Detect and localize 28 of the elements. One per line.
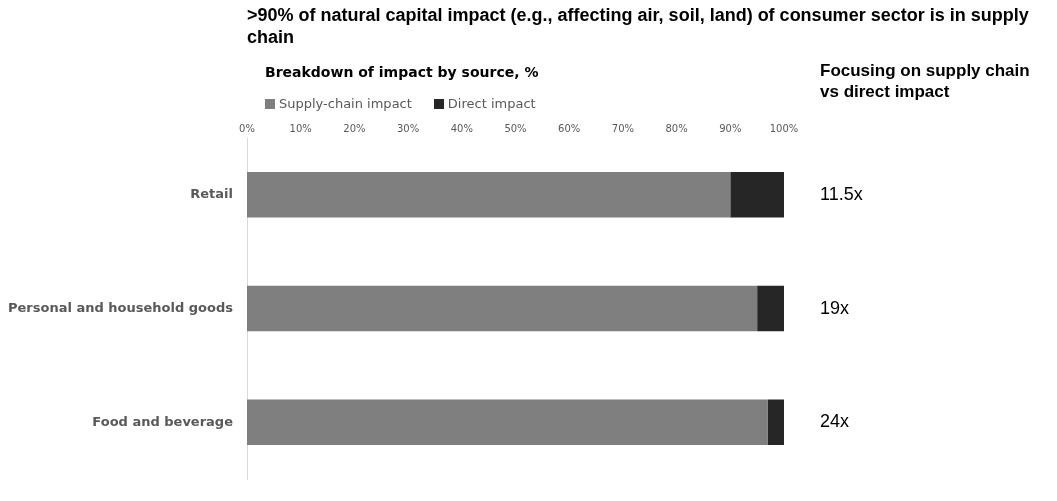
x-tick-label: 30%: [396, 122, 420, 134]
bar: [767, 399, 784, 446]
text: 11.5x: [820, 183, 863, 204]
text: 24x: [820, 411, 850, 432]
chart-subtitle: Breakdown of impact by source, %: [265, 64, 539, 80]
legend-label: Direct impact: [447, 96, 536, 111]
x-tick-label: 80%: [665, 122, 688, 134]
x-tick-label: 0%: [239, 122, 255, 134]
bar: [247, 285, 758, 332]
bar: [730, 172, 784, 218]
y-tick-label: Personal and household goods: [8, 299, 234, 315]
x-tick-label: 100%: [769, 122, 799, 134]
x-tick-label: 90%: [719, 122, 742, 134]
bar: [247, 399, 768, 446]
x-tick-label: 70%: [611, 122, 635, 134]
x-tick-label: 40%: [450, 122, 473, 134]
bar: [247, 172, 731, 218]
y-tick-label: Food and beverage: [92, 413, 234, 429]
text: Focusing on supply chain vs direct impact: [820, 60, 1031, 102]
legend-label: Supply-chain impact: [279, 96, 412, 111]
x-tick-label: 50%: [504, 122, 527, 134]
bar: [757, 285, 784, 332]
x-tick-label: 20%: [343, 122, 366, 134]
y-tick-label: Retail: [190, 186, 233, 202]
x-tick-label: 60%: [558, 122, 581, 134]
x-tick-label: 10%: [289, 122, 312, 134]
text: 19x: [820, 297, 850, 318]
chart-title: >90% of natural capital impact (e.g., affecting air, soil, land) of consumer sector is in supply chain: [247, 4, 1030, 48]
